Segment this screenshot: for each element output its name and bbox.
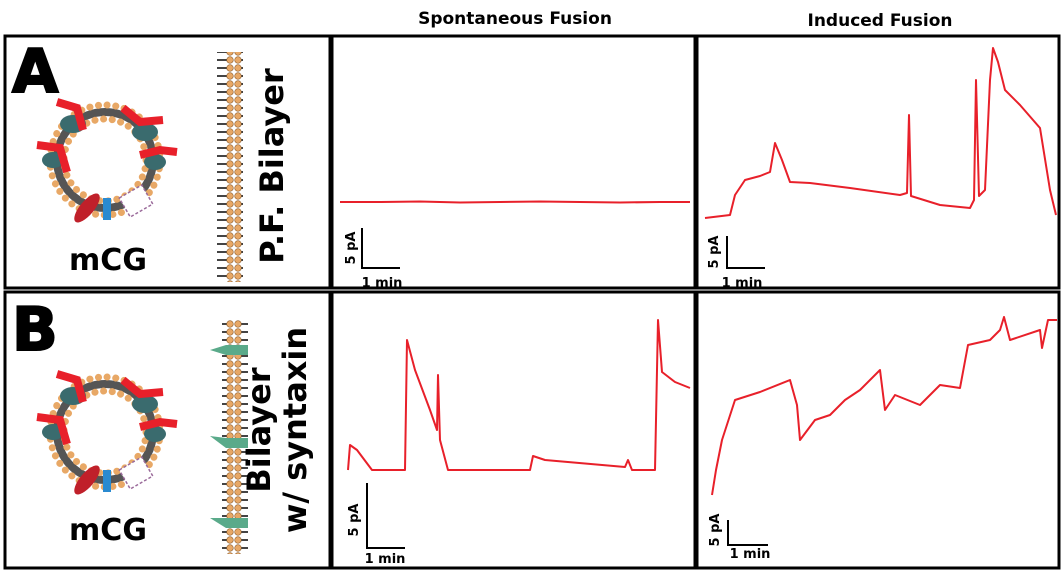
vesicle-label: mCG [69,243,147,278]
scale-y-label: 5 pA [707,236,722,269]
scale-bar [727,520,768,546]
panel [330,34,697,290]
panel-label: A [12,37,59,107]
panel [3,34,332,290]
current-trace [711,316,1057,496]
column-header: Spontaneous Fusion [418,9,612,29]
bilayer-label: w/ syntaxin [276,327,314,533]
scale-x-label: 1 min [730,547,771,562]
panel [330,290,697,570]
scale-y-label: 5 pA [347,504,362,537]
vesicle-illustration [37,102,177,226]
scale-x-label: 1 min [365,552,406,567]
scale-x-label: 1 min [722,276,763,291]
scale-y-label: 5 pA [344,232,359,265]
scale-y-label: 5 pA [708,514,723,547]
vesicle-label: mCG [69,513,147,548]
scale-bar [726,236,765,269]
panel [3,290,332,570]
current-trace [347,319,691,471]
scale-x-label: 1 min [362,276,403,291]
bilayer-illustration [222,320,248,554]
syntaxin-illustration [210,345,248,528]
scale-bar [366,483,405,549]
panel [695,290,1061,570]
current-trace [704,47,1057,219]
scale-bar [361,228,400,269]
panel-label: B [12,295,58,365]
current-trace [340,200,690,204]
vesicle-illustration [37,374,177,498]
bilayer-label: Bilayer [240,367,278,493]
bilayer-label: P.F. Bilayer [253,68,291,264]
column-header: Induced Fusion [808,11,953,31]
panel [695,34,1061,290]
bilayer-illustration [217,52,243,282]
